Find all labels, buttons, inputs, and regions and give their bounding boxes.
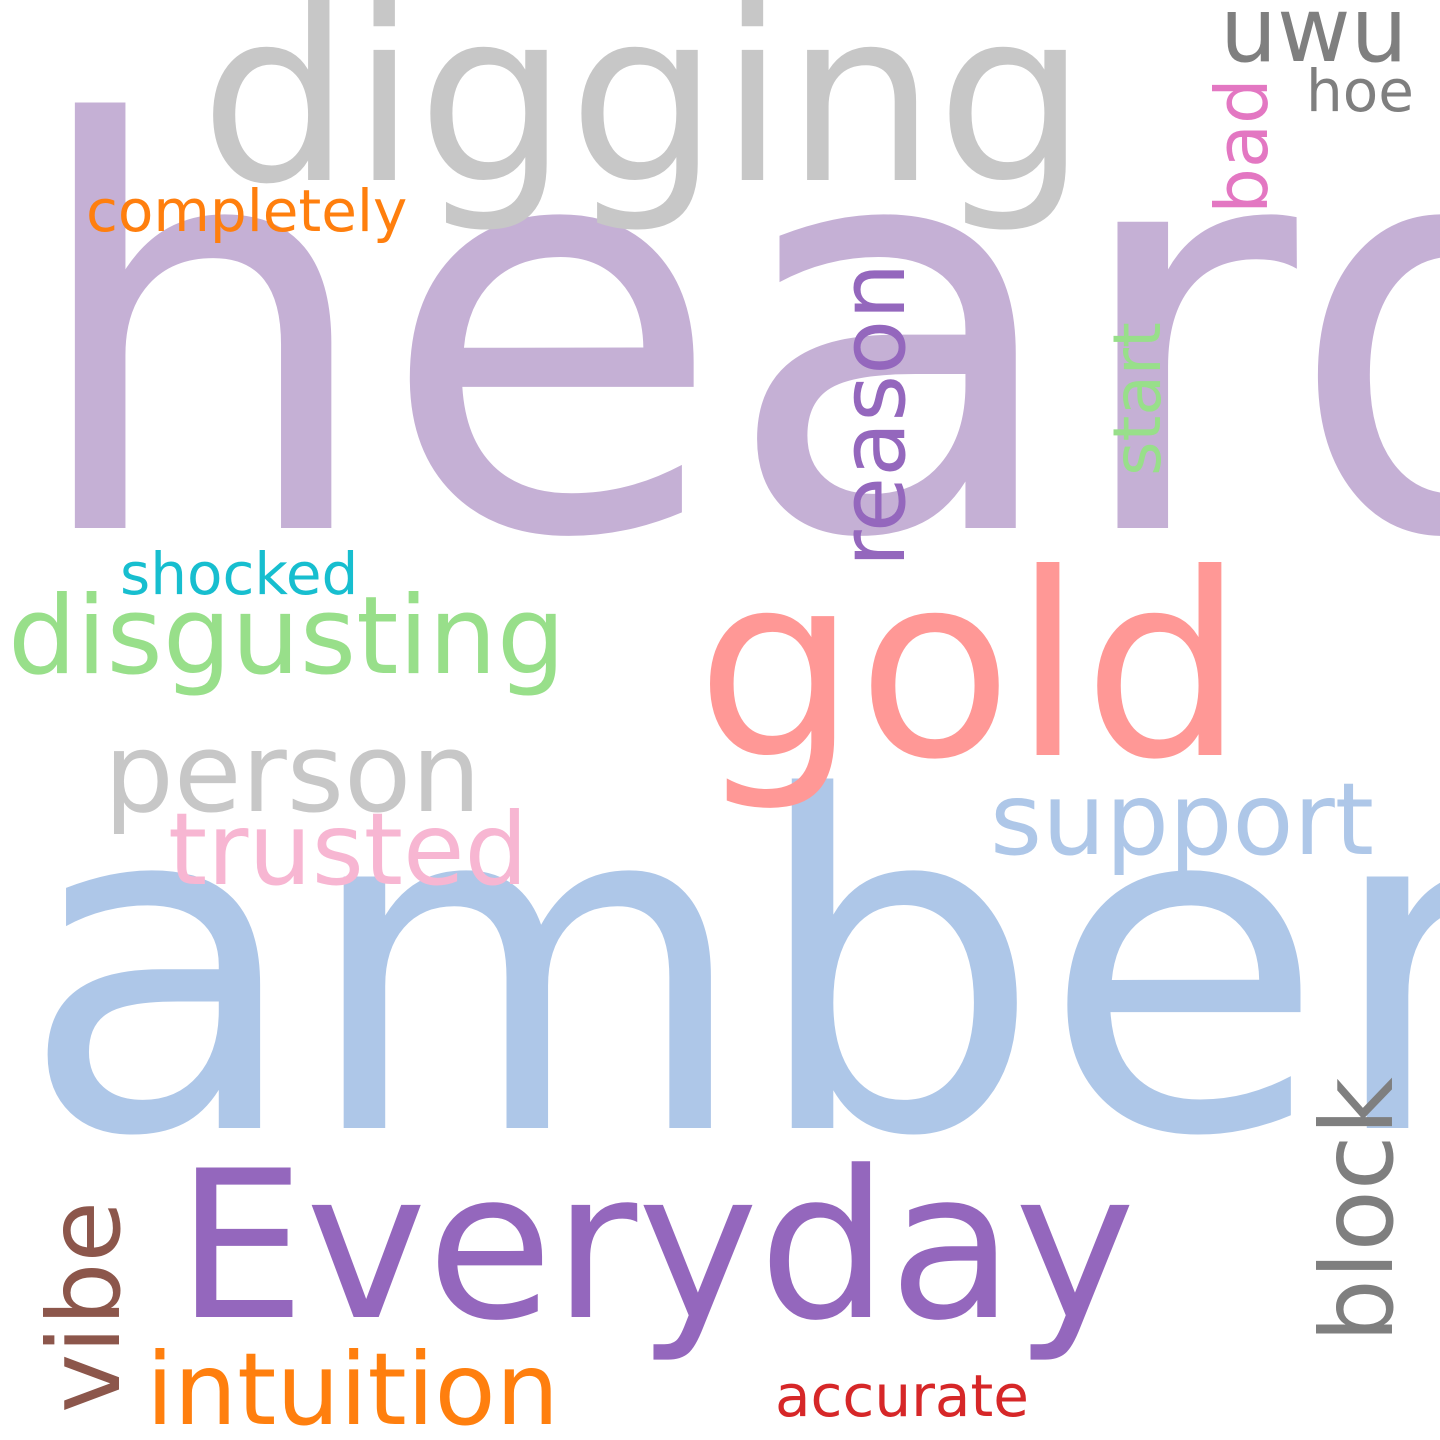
word-person: person (104, 709, 482, 837)
word-shocked: shocked (120, 540, 359, 608)
word-trusted: trusted (168, 791, 529, 908)
word-hoe: hoe (1306, 57, 1414, 125)
word-amber: amber (20, 702, 1440, 1237)
word-everyday: Everyday (176, 1128, 1136, 1366)
word-bad: bad (1200, 78, 1284, 214)
word-block: block (1299, 1077, 1416, 1343)
word-uwu: uwu (1220, 0, 1408, 83)
word-gold: gold (696, 519, 1245, 815)
word-start: start (1099, 322, 1176, 476)
word-accurate: accurate (775, 1362, 1029, 1430)
word-vibe: vibe (26, 1201, 143, 1413)
word-support: support (990, 761, 1374, 878)
word-disgusting: disgusting (8, 574, 566, 699)
word-reason: reason (821, 262, 926, 568)
word-intuition: intuition (146, 1331, 560, 1440)
word-digging: digging (200, 0, 1088, 237)
word-completely: completely (86, 177, 408, 245)
